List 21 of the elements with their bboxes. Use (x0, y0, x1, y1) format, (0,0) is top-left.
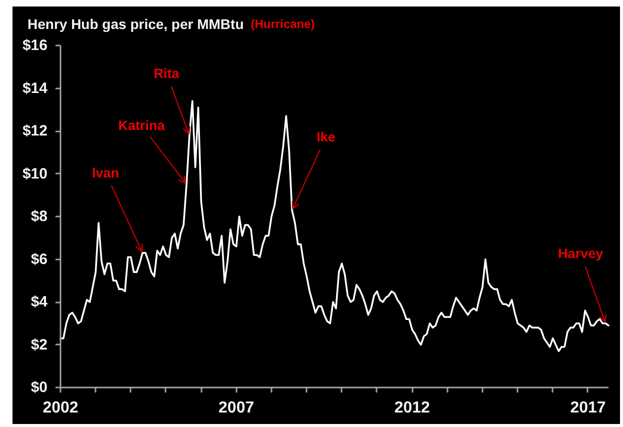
y-tick-label: $0 (30, 379, 48, 396)
line-series (60, 100, 610, 352)
chart-title: Henry Hub gas price, per MMBtu (28, 16, 244, 32)
y-tick-label: $2 (30, 336, 48, 354)
y-tick-label: $14 (22, 80, 48, 97)
annotation: Ivan (92, 165, 120, 180)
y-tick-label: $16 (22, 37, 48, 54)
x-tick-label: 2007 (218, 400, 254, 416)
y-tick-label: $4 (30, 294, 48, 310)
chart-subtitle: (Hurricane) (250, 17, 315, 31)
y-tick-label: $10 (22, 165, 48, 182)
annotation: Harvey (558, 246, 604, 261)
y-tick-label: $6 (30, 250, 48, 268)
x-tick-label: 2012 (394, 400, 430, 416)
x-tick-label: 2002 (42, 400, 78, 416)
y-tick-label: $12 (22, 122, 48, 140)
x-tick-label: 2017 (570, 400, 606, 416)
annotation: Katrina (118, 118, 166, 133)
annotation: Rita (154, 66, 180, 81)
y-tick-label: $8 (30, 208, 48, 225)
annotation: Ike (316, 130, 336, 145)
